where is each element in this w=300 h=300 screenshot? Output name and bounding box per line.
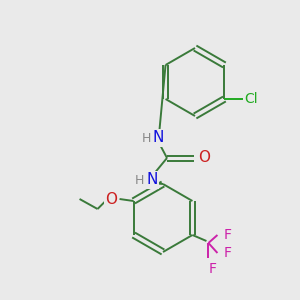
- Text: O: O: [106, 191, 118, 206]
- Text: O: O: [198, 151, 210, 166]
- Text: N: N: [146, 172, 158, 188]
- Text: F: F: [208, 262, 216, 276]
- Text: Cl: Cl: [244, 92, 258, 106]
- Text: N: N: [152, 130, 164, 146]
- Text: H: H: [134, 173, 144, 187]
- Text: H: H: [141, 131, 151, 145]
- Text: F: F: [224, 228, 231, 242]
- Text: F: F: [224, 246, 231, 260]
